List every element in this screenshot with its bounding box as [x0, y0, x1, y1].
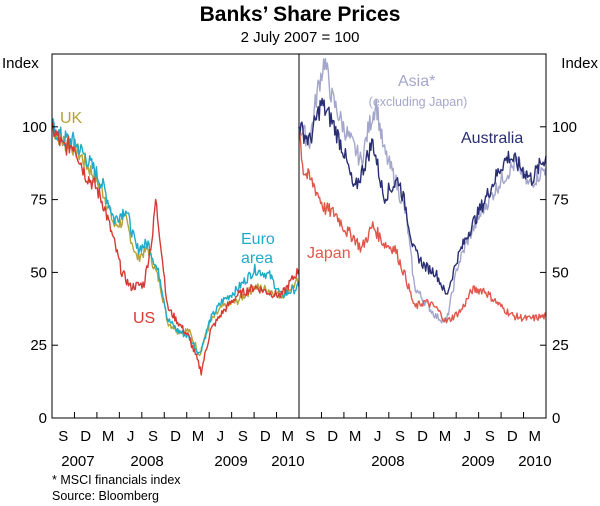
y-tick-label-left: 75: [30, 192, 47, 209]
x-tick-label-month: M: [282, 428, 295, 445]
x-tick-label-month: D: [417, 428, 428, 445]
x-tick-label-month: S: [395, 428, 405, 445]
x-tick-label-year: 2010: [271, 453, 304, 470]
x-tick-label-month: J: [217, 428, 225, 445]
x-tick-label-month: S: [305, 428, 315, 445]
y-tick-label-right: 25: [552, 337, 569, 354]
series-label-uk: UK: [60, 110, 83, 127]
x-tick-label-month: S: [58, 428, 68, 445]
y-tick-label-right: 100: [552, 119, 577, 136]
x-tick-label-year: 2009: [214, 453, 247, 470]
series-label-asia: Asia*: [398, 73, 435, 90]
x-tick-label-month: D: [507, 428, 518, 445]
source-note: Source: Bloomberg: [52, 489, 159, 503]
series-lines: [51, 58, 547, 376]
series-line-euro-area: [51, 118, 300, 356]
x-tick-label-month: S: [485, 428, 495, 445]
series-label-asia-note: (excluding Japan): [369, 95, 468, 109]
x-tick-label-month: M: [349, 428, 362, 445]
y-axis-label-left: Index: [2, 55, 39, 72]
series-label-euro-area-line1: Euro: [241, 231, 275, 248]
x-tick-label-month: D: [170, 428, 181, 445]
y-tick-label-left: 25: [30, 337, 47, 354]
y-axis-label-right: Index: [561, 55, 598, 72]
series-label-japan: Japan: [307, 245, 351, 262]
x-tick-label-month: D: [327, 428, 338, 445]
series-label-australia: Australia: [461, 130, 523, 147]
x-tick-label-month: M: [102, 428, 115, 445]
x-tick-label-month: J: [127, 428, 135, 445]
x-tick-label-month: S: [238, 428, 248, 445]
x-tick-label-month: M: [192, 428, 205, 445]
chart-subtitle: 2 July 2007 = 100: [241, 29, 360, 46]
x-tick-label-month: J: [464, 428, 472, 445]
x-tick-label-month: J: [374, 428, 382, 445]
y-tick-label-right: 75: [552, 192, 569, 209]
x-tick-label-year: 2008: [371, 453, 404, 470]
x-tick-label-month: M: [439, 428, 452, 445]
x-tick-label-month: D: [80, 428, 91, 445]
x-tick-label-month: M: [529, 428, 542, 445]
x-tick-label-month: S: [148, 428, 158, 445]
x-tick-label-year: 2007: [61, 453, 94, 470]
chart-title: Banks’ Share Prices: [200, 3, 401, 26]
y-tick-label-right: 50: [552, 264, 569, 281]
x-tick-label-year: 2008: [130, 453, 163, 470]
series-line-asia: [298, 58, 547, 324]
y-tick-label-left: 100: [22, 119, 47, 136]
x-tick-label-month: D: [260, 428, 271, 445]
y-tick-label-left: 50: [30, 264, 47, 281]
series-label-us: US: [133, 310, 155, 327]
series-line-australia: [298, 97, 547, 295]
series-label-euro-area-line2: area: [241, 250, 273, 267]
y-tick-label-right: 0: [552, 410, 560, 427]
footnote: * MSCI financials index: [52, 473, 181, 487]
series-line-us: [51, 122, 300, 376]
x-tick-label-year: 2010: [518, 453, 551, 470]
x-tick-label-year: 2009: [461, 453, 494, 470]
y-tick-label-left: 0: [39, 410, 47, 427]
series-labels: UK Euro area US Asia* (excluding Japan) Austra…: [60, 73, 523, 327]
series-line-japan: [298, 126, 547, 324]
